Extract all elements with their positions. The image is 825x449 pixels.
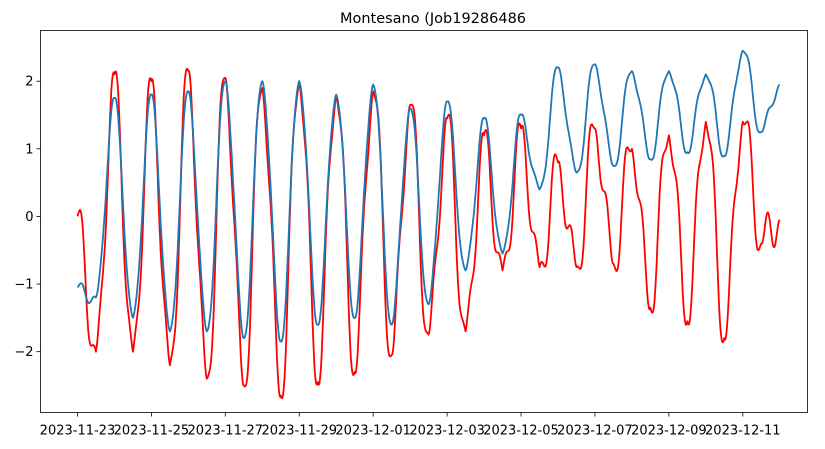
y-tick-label: 2 (25, 75, 33, 90)
x-tick-label: 2023-11-27 (188, 424, 264, 439)
x-tick-label: 2023-12-05 (483, 424, 559, 439)
x-tick-label: 2023-12-07 (557, 424, 633, 439)
x-tick-label: 2023-12-09 (631, 424, 707, 439)
y-tick-label: −2 (14, 345, 33, 360)
x-tick-label: 2023-12-11 (705, 424, 781, 439)
series-line-2 (76, 49, 781, 343)
x-tick-label: 2023-12-03 (409, 424, 485, 439)
y-tick-label: 0 (25, 210, 33, 225)
x-tick-label: 2023-11-23 (40, 424, 116, 439)
x-tick-label: 2023-12-01 (335, 424, 411, 439)
y-tick-label: −1 (14, 278, 33, 293)
series-line-1 (76, 67, 781, 399)
x-tick-label: 2023-11-29 (261, 424, 337, 439)
x-axis: 2023-11-232023-11-252023-11-272023-11-29… (40, 412, 781, 439)
y-tick-label: 1 (25, 142, 33, 157)
x-tick-label: 2023-11-25 (114, 424, 190, 439)
y-axis: −2 −1 0 1 2 (14, 75, 41, 360)
axes-frame (40, 30, 808, 413)
plot-area (76, 49, 781, 399)
chart-title: Montesano (Job19286486 (340, 11, 526, 27)
